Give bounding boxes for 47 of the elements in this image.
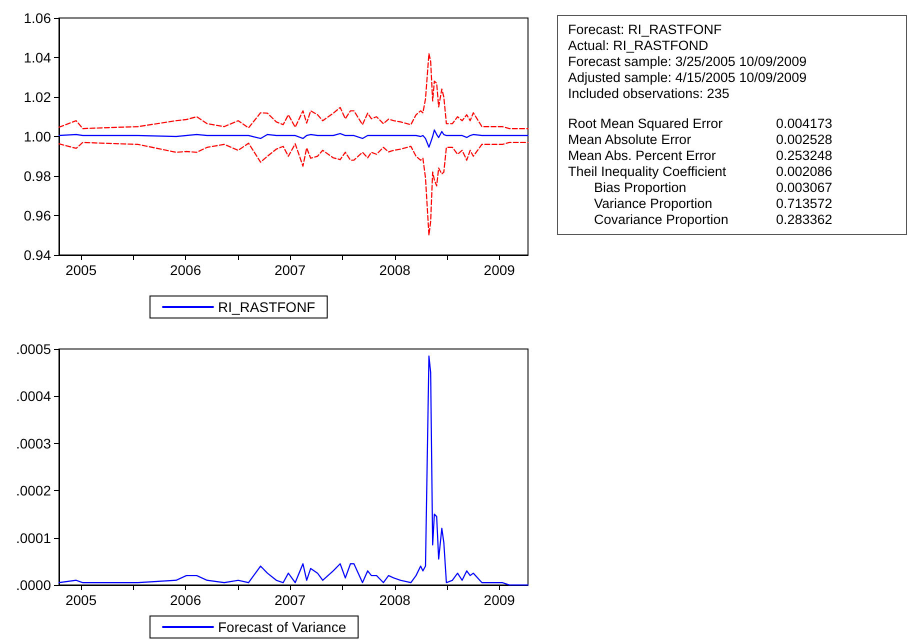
text: Included observations: 235 — [568, 86, 730, 102]
y-tick-label: 0.98 — [24, 168, 52, 184]
x-tick-label: 2006 — [170, 592, 202, 608]
x-tick-label: 2005 — [65, 592, 97, 608]
y-tick-label: 1.02 — [24, 89, 52, 105]
text: Adjusted sample: 4/15/2005 10/09/2009 — [568, 70, 808, 86]
category-label: Covariance Proportion — [593, 212, 730, 228]
x-tick-label: 2008 — [379, 592, 411, 608]
data-label: 0.713572 — [776, 196, 832, 212]
data-label: 0.002528 — [776, 132, 832, 148]
x-tick-label: 2007 — [274, 262, 306, 278]
x-tick-label: 2007 — [274, 592, 306, 608]
y-tick-label: 0.94 — [24, 247, 52, 263]
line-series — [58, 52, 529, 130]
category-label: Mean Absolute Error — [568, 132, 692, 148]
line-series — [58, 142, 529, 236]
y-tick-label: .0000 — [16, 577, 52, 593]
text: Actual: RI_RASTFOND — [568, 38, 710, 54]
x-tick-label: 2009 — [484, 592, 516, 608]
x-tick-label: 2008 — [379, 262, 411, 278]
category-label: Mean Abs. Percent Error — [568, 148, 717, 164]
legend-label: Forecast of Variance — [218, 619, 346, 635]
legend-label: RI_RASTFONF — [218, 299, 316, 315]
y-tick-label: 1.00 — [24, 128, 52, 144]
x-tick-label: 2006 — [170, 262, 202, 278]
data-label: 0.004173 — [776, 116, 832, 132]
text: Forecast: RI_RASTFONF — [568, 22, 723, 38]
y-tick-label: 1.06 — [24, 10, 52, 26]
y-tick-label: .0002 — [16, 482, 52, 499]
category-label: Root Mean Squared Error — [568, 116, 724, 132]
y-tick-label: .0005 — [16, 341, 52, 357]
line-series — [58, 129, 529, 148]
category-label: Theil Inequality Coefficient — [568, 164, 728, 180]
data-label: 0.283362 — [776, 212, 832, 228]
y-tick-label: 1.04 — [24, 50, 52, 66]
data-label: 0.253248 — [776, 148, 832, 164]
y-tick-label: 0.96 — [24, 208, 52, 224]
data-label: 0.002086 — [776, 164, 832, 180]
category-label: Bias Proportion — [593, 180, 688, 196]
x-tick-label: 2005 — [65, 262, 97, 278]
y-tick-label: .0004 — [16, 388, 52, 404]
text: Forecast sample: 3/25/2005 10/09/2009 — [568, 54, 808, 70]
category-label: Variance Proportion — [593, 196, 714, 212]
y-tick-label: .0003 — [16, 435, 52, 452]
x-tick-label: 2009 — [484, 262, 516, 278]
y-tick-label: .0001 — [16, 530, 52, 546]
data-label: 0.003067 — [776, 180, 832, 196]
